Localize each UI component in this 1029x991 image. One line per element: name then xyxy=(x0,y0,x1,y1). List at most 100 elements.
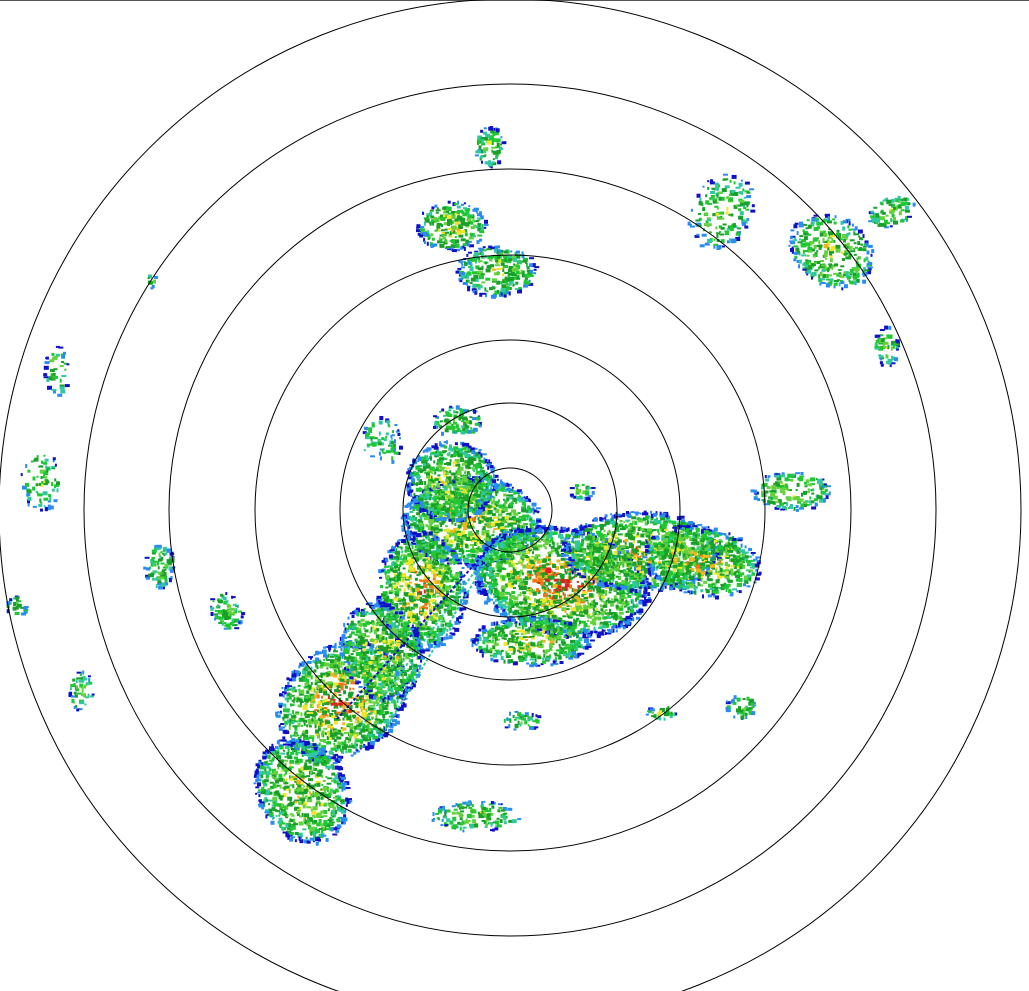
echo-pixel xyxy=(639,570,645,575)
echo-pixel xyxy=(692,537,698,542)
echo-pixel xyxy=(604,609,608,612)
echo-pixel xyxy=(464,497,467,502)
echo-pixel xyxy=(677,540,683,544)
echo-pixel xyxy=(550,570,554,573)
echo-pixel xyxy=(436,489,440,494)
echo-pixel xyxy=(484,530,490,533)
echo-pixel xyxy=(529,570,532,575)
echo-pixel xyxy=(673,542,679,546)
echo-pixel xyxy=(445,525,448,528)
echo-pixel xyxy=(482,567,485,571)
echo-pixel xyxy=(501,489,507,493)
echo-pixel xyxy=(513,509,517,514)
echo-pixel xyxy=(626,553,631,558)
echo-pixel xyxy=(684,555,689,558)
echo-pixel xyxy=(460,505,463,510)
echo-pixel xyxy=(670,531,675,534)
echo-pixel xyxy=(464,562,469,565)
echo-pixel xyxy=(498,591,504,596)
echo-pixel xyxy=(580,628,583,631)
echo-pixel xyxy=(505,593,508,595)
echo-pixel xyxy=(484,600,489,605)
echo-pixel xyxy=(625,615,631,620)
echo-pixel xyxy=(566,544,571,548)
echo-pixel xyxy=(547,528,550,533)
echo-pixel xyxy=(715,595,719,600)
echo-pixel xyxy=(674,555,679,558)
echo-pixel xyxy=(605,593,607,597)
echo-pixel xyxy=(422,468,427,472)
echo-pixel xyxy=(729,558,731,562)
echo-pixel xyxy=(502,609,506,613)
echo-pixel xyxy=(657,547,663,551)
echo-pixel xyxy=(725,588,728,592)
echo-pixel xyxy=(471,450,476,455)
echo-pixel xyxy=(725,569,729,572)
echo-pixel xyxy=(635,609,640,612)
echo-pixel xyxy=(597,611,600,613)
echo-pixel xyxy=(430,502,435,505)
echo-pixel xyxy=(534,621,537,624)
echo-pixel xyxy=(669,584,673,588)
echo-pixel xyxy=(482,495,486,500)
echo-pixel xyxy=(550,549,555,553)
echo-pixel xyxy=(588,535,591,537)
echo-pixel xyxy=(682,558,687,561)
echo-pixel xyxy=(557,573,562,575)
echo-pixel xyxy=(470,553,476,558)
echo-pixel xyxy=(689,584,694,589)
echo-pixel xyxy=(616,592,620,595)
echo-pixel xyxy=(439,457,444,461)
echo-pixel xyxy=(693,532,697,535)
echo-pixel xyxy=(564,608,570,611)
echo-pixel xyxy=(484,548,488,551)
echo-pixel xyxy=(461,536,465,540)
echo-pixel xyxy=(501,549,506,552)
echo-pixel xyxy=(491,534,495,537)
echo-pixel xyxy=(704,531,709,535)
echo-pixel xyxy=(682,577,688,580)
echo-pixel xyxy=(526,556,530,560)
echo-pixel xyxy=(522,538,528,541)
echo-pixel xyxy=(691,580,696,585)
echo-pixel xyxy=(743,551,749,554)
echo-pixel xyxy=(461,542,467,545)
echo-pixel xyxy=(460,485,463,488)
echo-pixel xyxy=(728,564,731,567)
echo-pixel xyxy=(583,597,588,599)
echo-pixel xyxy=(652,512,657,517)
echo-pixel xyxy=(416,546,421,551)
echo-pixel xyxy=(586,531,590,536)
echo-pixel xyxy=(648,551,652,554)
echo-pixel xyxy=(415,465,420,468)
echo-pixel xyxy=(536,572,542,575)
echo-pixel xyxy=(475,558,480,560)
echo-pixel xyxy=(628,542,633,546)
echo-pixel xyxy=(608,538,613,542)
echo-pixel xyxy=(630,584,636,589)
echo-pixel xyxy=(408,466,412,470)
echo-pixel xyxy=(536,518,542,521)
echo-pixel xyxy=(498,509,503,512)
echo-pixel xyxy=(619,616,623,619)
echo-pixel xyxy=(536,554,541,558)
echo-pixel xyxy=(705,589,710,594)
echo-pixel xyxy=(572,611,577,616)
echo-pixel xyxy=(451,552,457,556)
echo-pixel xyxy=(690,582,692,585)
echo-pixel xyxy=(658,588,661,591)
echo-pixel xyxy=(651,529,657,532)
echo-pixel xyxy=(438,528,443,532)
echo-pixel xyxy=(554,527,559,531)
echo-pixel xyxy=(638,527,640,532)
echo-pixel xyxy=(508,612,511,616)
echo-pixel xyxy=(480,498,484,501)
echo-pixel xyxy=(456,486,462,490)
echo-pixel xyxy=(571,537,574,542)
echo-pixel xyxy=(670,566,673,568)
echo-pixel xyxy=(453,446,459,451)
echo-pixel xyxy=(478,563,484,568)
echo-pixel xyxy=(540,568,546,573)
echo-pixel xyxy=(524,599,528,604)
echo-pixel xyxy=(705,544,709,547)
